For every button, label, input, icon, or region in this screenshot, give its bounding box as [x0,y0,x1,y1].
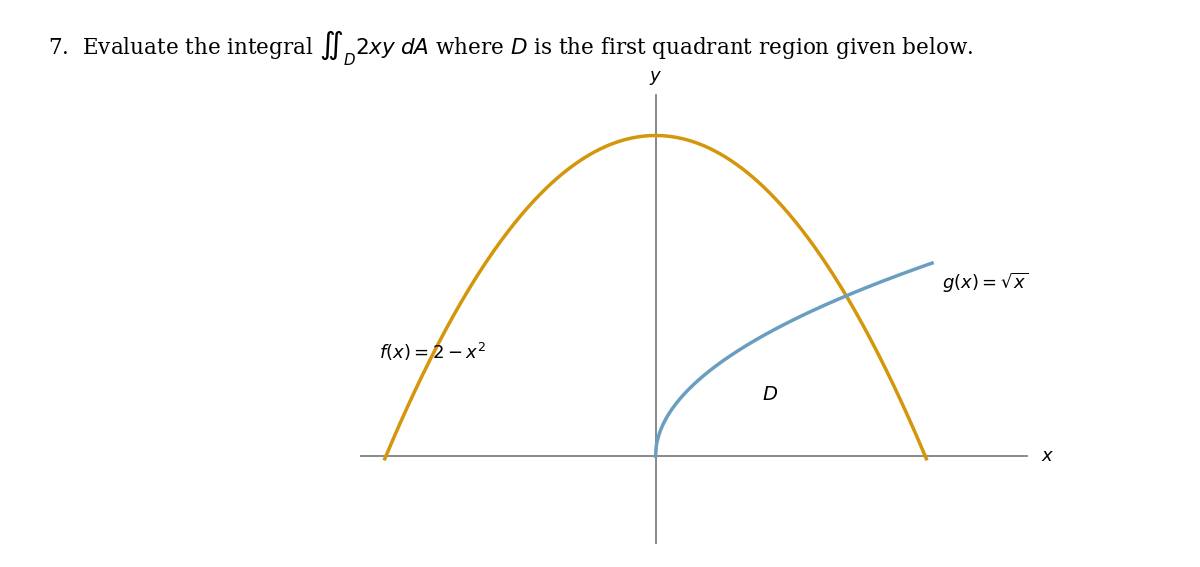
Text: $f(x) = 2 - x^2$: $f(x) = 2 - x^2$ [379,341,486,363]
Text: $x$: $x$ [1040,447,1054,465]
Text: $g(x) = \sqrt{x}$: $g(x) = \sqrt{x}$ [942,271,1028,295]
Text: $D$: $D$ [762,386,778,404]
Text: $y$: $y$ [649,69,662,87]
Text: 7.  Evaluate the integral $\iint_D 2xy\;dA$ where $D$ is the first quadrant regi: 7. Evaluate the integral $\iint_D 2xy\;d… [48,28,973,68]
